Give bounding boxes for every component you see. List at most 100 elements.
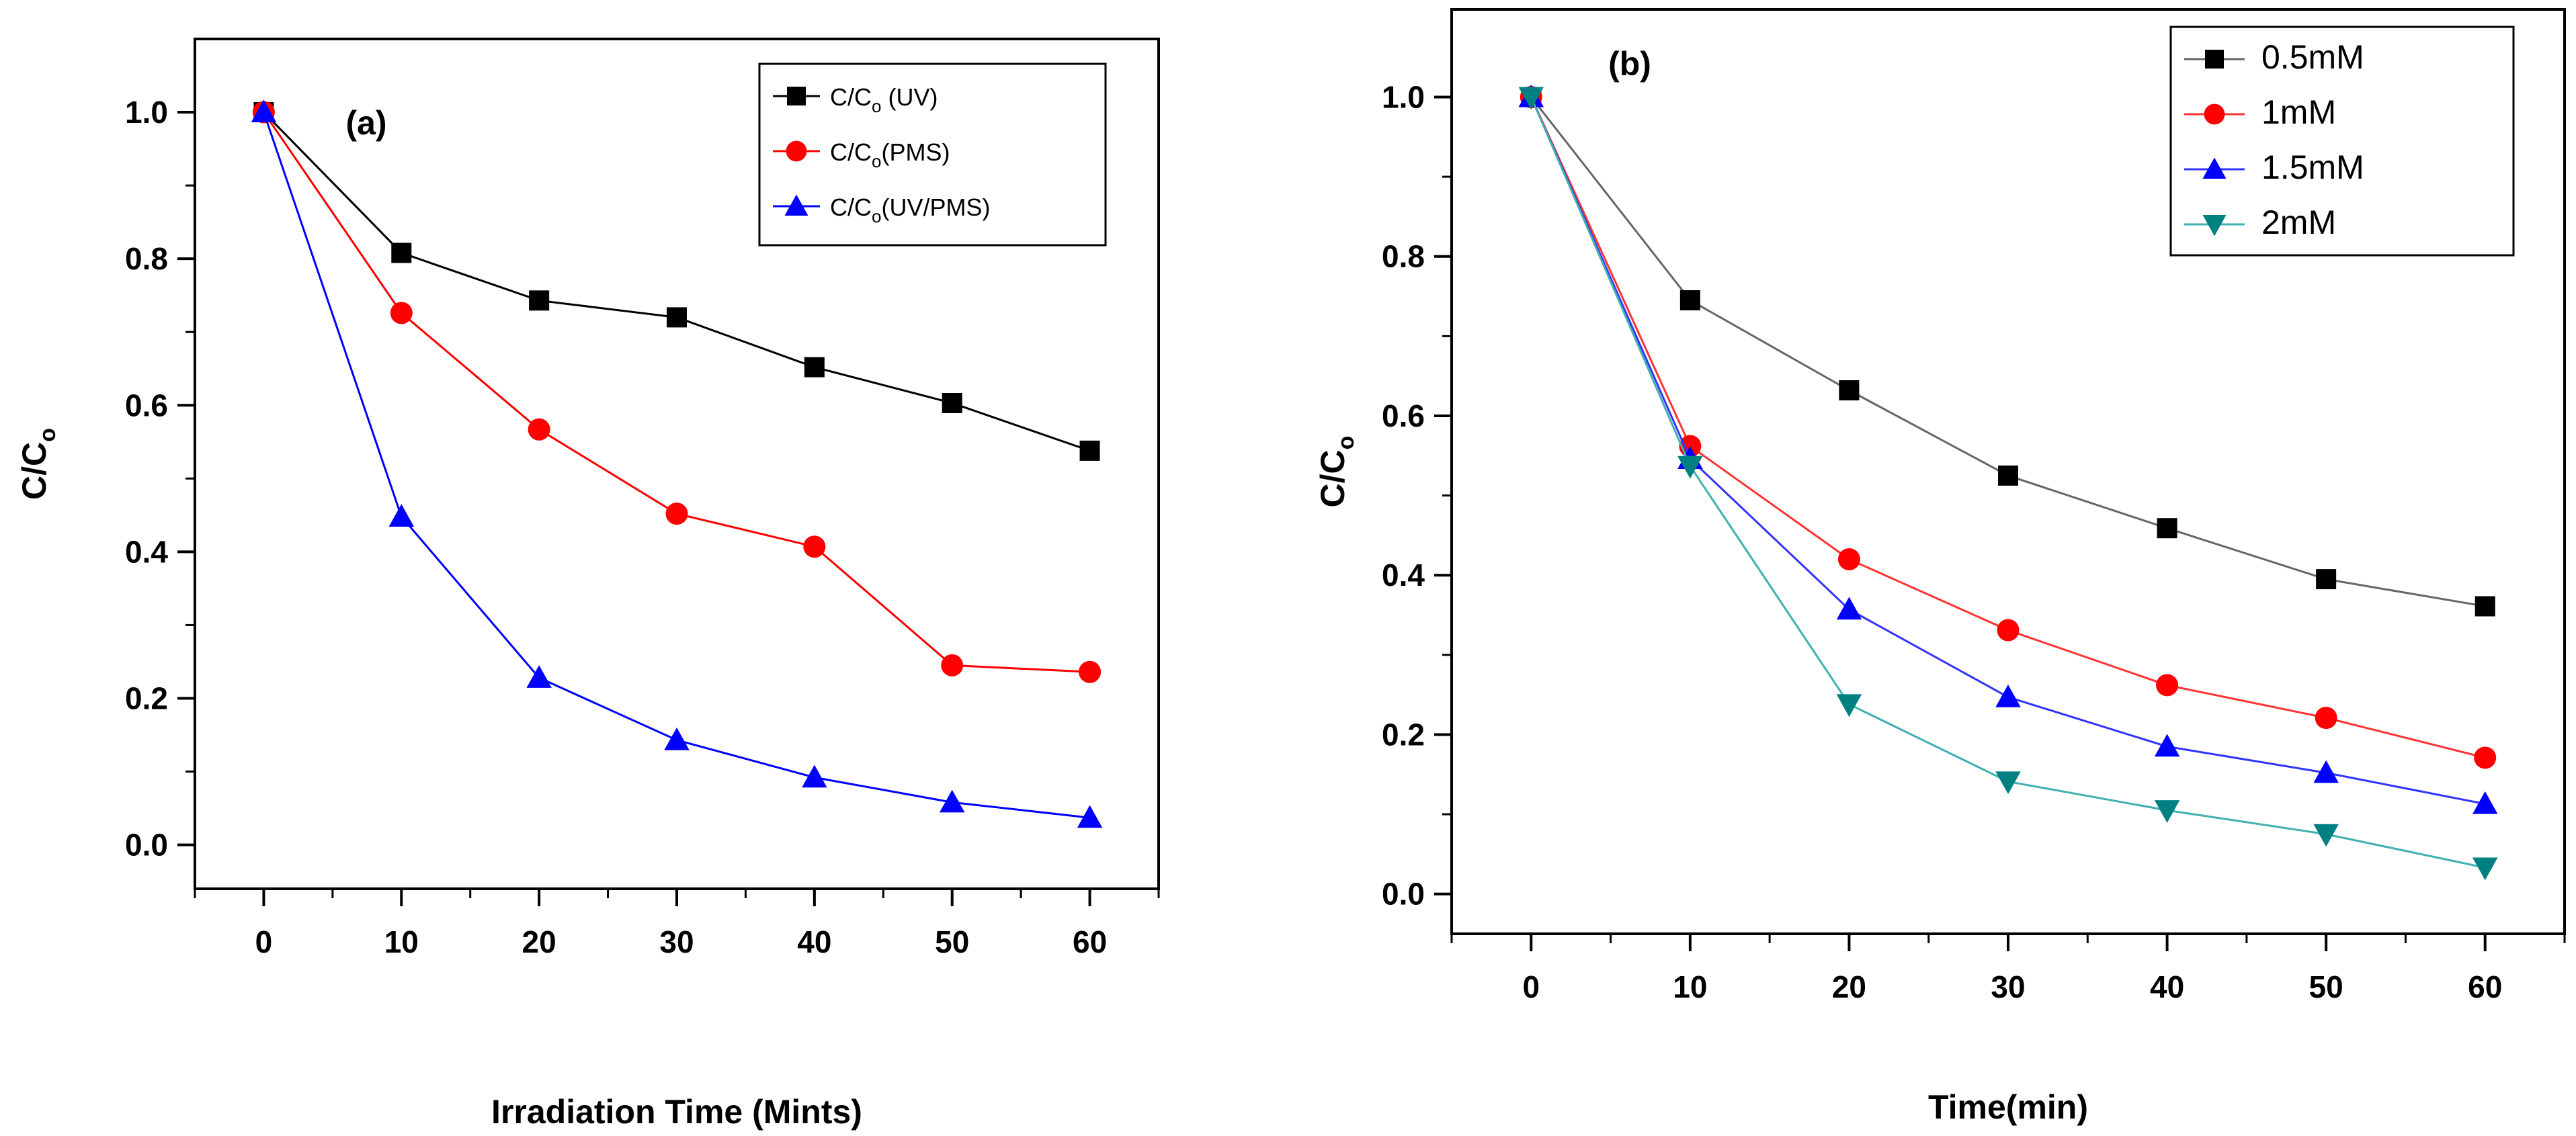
y-tick-label-a: 0.6: [125, 388, 168, 423]
data-point-b-2: [1836, 597, 1862, 620]
data-point-a-2: [664, 727, 690, 750]
panel-label-a: (a): [345, 104, 386, 142]
legend-label-b-2: 1.5mM: [2261, 148, 2364, 186]
y-tick-label-a: 0.2: [125, 681, 168, 715]
data-point-b-1: [1837, 548, 1860, 570]
legend-label-suffix-a-2: (UV/PMS): [881, 193, 990, 221]
data-point-b-1: [2156, 674, 2179, 697]
x-tick-label-a: 40: [797, 924, 831, 959]
legend-marker-a-1: [786, 140, 807, 162]
data-point-b-3: [2472, 857, 2498, 881]
x-tick-label-a: 50: [935, 924, 969, 959]
data-point-b-0: [2316, 569, 2337, 590]
legend-marker-b-2: [2202, 157, 2227, 179]
data-point-a-2: [802, 764, 827, 788]
data-point-a-0: [804, 357, 825, 378]
data-point-b-2: [1995, 684, 2021, 707]
y-axis-title-subscript-b: o: [1333, 436, 1359, 450]
x-tick-label-b: 30: [1991, 969, 2025, 1004]
chart-panel-a: 0 10 20 30 40 50 60 0.0 0.2 0.4 0.6 0.8 1.0 Irradiati…: [15, 38, 1160, 1131]
data-point-a-1: [941, 654, 964, 676]
data-point-a-1: [1079, 660, 1102, 683]
data-point-a-0: [667, 307, 687, 328]
y-tick-label-b: 0.4: [1382, 558, 1425, 593]
legend-label-a-2: C/Co(UV/PMS): [830, 193, 990, 226]
data-point-a-0: [1079, 440, 1100, 461]
data-point-a-1: [390, 302, 413, 324]
x-tick-label-b: 0: [1522, 969, 1540, 1004]
y-tick-label-b: 0.6: [1382, 398, 1425, 433]
y-axis-title-subscript-a: o: [35, 428, 60, 442]
x-tick-label-b: 10: [1673, 969, 1707, 1004]
x-axis-title-a: Irradiation Time (Mints): [491, 1093, 862, 1131]
data-point-b-3: [1518, 87, 1544, 110]
data-point-a-2: [1077, 805, 1103, 828]
y-tick-label-b: 1.0: [1382, 79, 1425, 114]
data-point-a-2: [251, 99, 277, 123]
data-point-b-2: [2154, 734, 2180, 757]
data-point-a-0: [529, 290, 550, 311]
x-tick-label-b: 50: [2309, 969, 2343, 1004]
x-tick-label-a: 60: [1073, 924, 1107, 959]
legend-label-a-0: C/Co (UV): [830, 83, 938, 116]
y-tick-label-b: 0.0: [1382, 877, 1425, 912]
panel-label-b: (b): [1608, 45, 1651, 83]
y-tick-label-b: 0.2: [1382, 717, 1425, 752]
data-point-b-0: [1998, 465, 2018, 486]
data-point-a-2: [388, 504, 415, 527]
data-point-b-0: [1679, 290, 1700, 310]
legend-label-b-1: 1mM: [2261, 93, 2336, 131]
legend-marker-b-1: [2204, 103, 2225, 125]
x-tick-label-a: 0: [255, 924, 273, 959]
y-tick-label-a: 1.0: [125, 95, 168, 130]
data-point-b-2: [2313, 760, 2339, 783]
data-point-a-1: [528, 418, 550, 441]
x-tick-label-a: 30: [659, 924, 694, 959]
x-axis-title-b: Time(min): [1928, 1088, 2088, 1126]
y-tick-label-a: 0.0: [125, 828, 168, 863]
legend-label-subscript-a-1: o: [872, 151, 881, 171]
legend-label-subscript-a-0: o: [872, 96, 881, 116]
data-point-b-3: [2154, 800, 2180, 823]
y-tick-label-a: 0.4: [125, 534, 168, 569]
data-point-b-0: [1839, 380, 1860, 401]
data-point-a-2: [526, 665, 552, 688]
chart-panel-b: 0 10 20 30 40 50 60 0.0 0.2 0.4 0.6 0.8 1.0 Time(min)…: [1314, 8, 2566, 1126]
legend-marker-b-0: [2205, 50, 2224, 69]
data-point-b-3: [1995, 771, 2021, 795]
data-point-a-1: [803, 535, 826, 558]
legend-label-subscript-a-2: o: [872, 206, 881, 226]
data-point-b-3: [1677, 455, 1703, 479]
data-point-a-0: [942, 392, 962, 413]
data-point-b-2: [2472, 791, 2498, 814]
legend-box-b: [2169, 26, 2515, 257]
data-point-a-0: [391, 243, 412, 263]
data-point-a-2: [939, 789, 965, 813]
x-tick-label-a: 10: [384, 924, 419, 959]
data-point-b-0: [2475, 596, 2495, 617]
legend-box-a: [758, 62, 1107, 247]
data-point-b-1: [2474, 746, 2497, 769]
legend-label-suffix-a-0: (UV): [881, 83, 938, 111]
x-tick-label-a: 20: [522, 924, 556, 959]
data-point-b-3: [2313, 824, 2339, 847]
legend-marker-b-3: [2202, 215, 2227, 236]
data-point-b-0: [2157, 518, 2177, 539]
legend-label-a-1: C/Co(PMS): [830, 138, 950, 171]
y-tick-label-a: 0.8: [125, 241, 168, 276]
y-tick-label-b: 0.8: [1382, 239, 1425, 274]
data-point-b-1: [1997, 619, 2020, 642]
x-tick-label-b: 60: [2468, 969, 2502, 1004]
x-tick-label-b: 20: [1832, 969, 1866, 1004]
data-point-b-1: [2315, 707, 2337, 730]
legend-label-suffix-a-1: (PMS): [881, 138, 950, 166]
legend-marker-a-0: [787, 87, 806, 105]
legend-label-b-3: 2mM: [2261, 204, 2336, 241]
x-tick-label-b: 40: [2150, 969, 2184, 1004]
data-point-a-1: [665, 503, 688, 525]
legend-label-b-0: 0.5mM: [2261, 38, 2364, 76]
legend-marker-a-2: [784, 194, 808, 216]
data-point-b-3: [1836, 694, 1862, 717]
